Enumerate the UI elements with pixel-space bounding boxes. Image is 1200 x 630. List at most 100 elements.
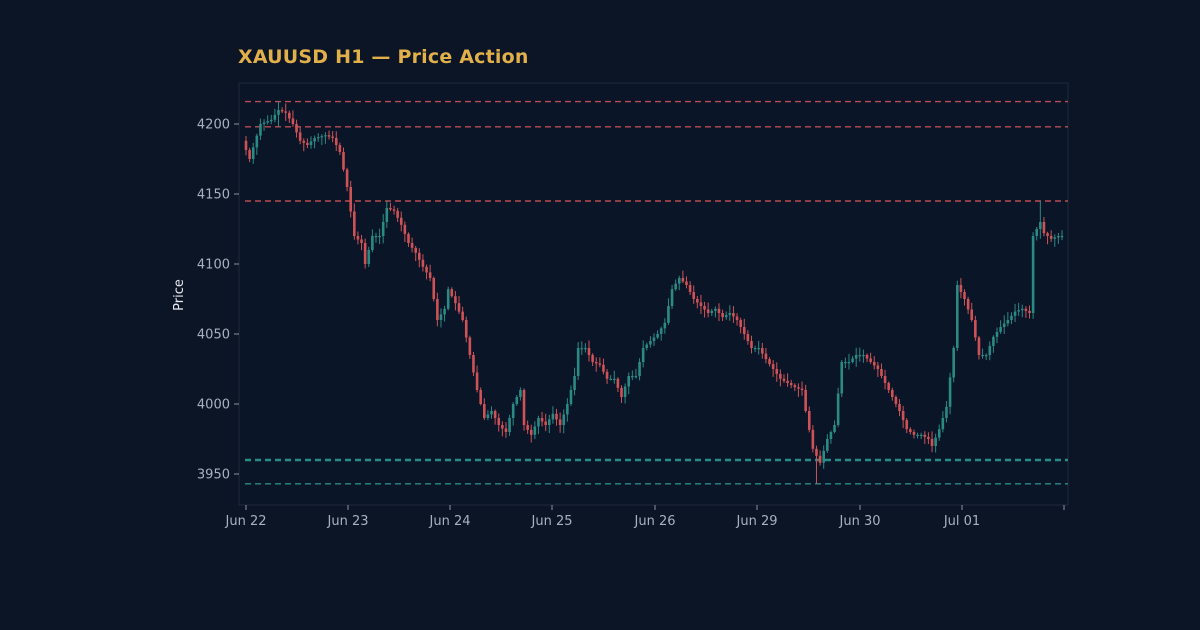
x-tick-label: Jun 26 — [634, 514, 676, 529]
candle-body — [706, 309, 710, 313]
candle-body — [775, 369, 779, 374]
candle-body — [927, 436, 930, 439]
candle-body — [266, 121, 269, 123]
candle-body — [360, 239, 363, 243]
candle-body — [862, 355, 865, 357]
candle-body — [508, 418, 511, 432]
y-tick-label: 4050 — [197, 328, 230, 343]
candle-body — [1049, 236, 1053, 239]
candle-body — [327, 135, 331, 137]
candle-body — [887, 383, 890, 390]
candle-body — [486, 414, 490, 418]
candle-body — [320, 136, 324, 138]
candle-body — [374, 236, 378, 238]
candle-body — [540, 418, 544, 422]
candle-body — [262, 122, 266, 124]
candle-body — [1046, 233, 1049, 236]
candle-body — [407, 233, 410, 243]
candle-body — [421, 259, 425, 267]
candle-body — [385, 208, 389, 222]
candle-body — [472, 355, 475, 373]
candle-body — [616, 378, 620, 388]
candle-body — [475, 372, 479, 390]
x-axis: Jun 22 Jun 23 Jun 24 Jun 25 Jun 26 Jun 29 Jun … — [225, 505, 1065, 529]
candle-body — [981, 355, 984, 357]
y-tick-label: 4100 — [197, 258, 230, 273]
candle-body — [883, 376, 887, 383]
candle-body — [645, 344, 649, 348]
candle-body — [681, 278, 685, 282]
candle-body — [298, 132, 302, 141]
candle-body — [652, 337, 656, 341]
candle-body — [255, 135, 259, 148]
candle-body — [389, 208, 392, 210]
candle-body — [771, 364, 775, 369]
candle-body — [439, 314, 443, 320]
candle-body — [721, 313, 724, 318]
candle-body — [869, 358, 872, 362]
candle-body — [659, 328, 663, 334]
candle-body — [916, 434, 919, 436]
candle-body — [461, 311, 464, 320]
candle-body — [934, 437, 937, 446]
candle-body — [280, 110, 284, 112]
candle-body — [591, 355, 594, 362]
candle-body — [356, 236, 360, 240]
candle-body — [443, 308, 446, 315]
candle-body — [974, 320, 977, 338]
candle-body — [656, 334, 659, 338]
candle-body — [768, 359, 771, 365]
candle-body — [537, 418, 540, 427]
candle-body — [396, 210, 399, 218]
candle-body — [891, 390, 894, 397]
candle-body — [1039, 222, 1042, 229]
candle-body — [688, 285, 692, 292]
candle-body — [815, 448, 818, 456]
candle-body — [663, 322, 667, 329]
candle-body — [782, 378, 786, 381]
candle-body — [1042, 222, 1046, 234]
candle-body — [584, 348, 587, 350]
candle-body — [414, 247, 417, 253]
candle-body — [710, 310, 714, 313]
candle-body — [277, 110, 280, 115]
candle-body — [519, 390, 522, 397]
candle-body — [674, 283, 677, 290]
candle-body — [945, 406, 948, 418]
y-tick-label: 4000 — [197, 398, 230, 413]
candle-body — [428, 272, 432, 278]
price-levels — [245, 100, 1068, 485]
candle-body — [515, 397, 519, 404]
candle-body — [865, 355, 869, 359]
candle-body — [576, 348, 580, 376]
candle-body — [858, 355, 862, 357]
candle-body — [999, 327, 1002, 332]
candle-body — [248, 149, 251, 159]
candle-body — [468, 337, 472, 355]
candle-body — [403, 224, 407, 234]
candle-body — [699, 302, 703, 306]
candle-body — [757, 348, 761, 350]
candle-body — [547, 419, 551, 425]
candle-body — [306, 142, 309, 145]
candle-body — [789, 383, 793, 386]
candle-body — [497, 418, 501, 425]
candle-body — [728, 313, 732, 316]
candle-body — [992, 336, 995, 346]
candle-body — [551, 413, 555, 420]
candle-body — [1020, 308, 1024, 311]
candle-body — [367, 250, 371, 264]
candle-body — [316, 137, 320, 139]
candle-body — [446, 289, 450, 309]
candle-body — [1010, 315, 1013, 320]
candle-body — [793, 385, 797, 388]
candle-body — [259, 124, 262, 136]
x-tick-label: Jun 24 — [429, 514, 471, 529]
candle-body — [746, 334, 750, 341]
candle-body — [566, 404, 569, 415]
candle-body — [786, 380, 789, 383]
x-tick-label: Jun 30 — [839, 514, 881, 529]
candle-body — [349, 187, 353, 212]
candle-body — [1013, 311, 1017, 316]
